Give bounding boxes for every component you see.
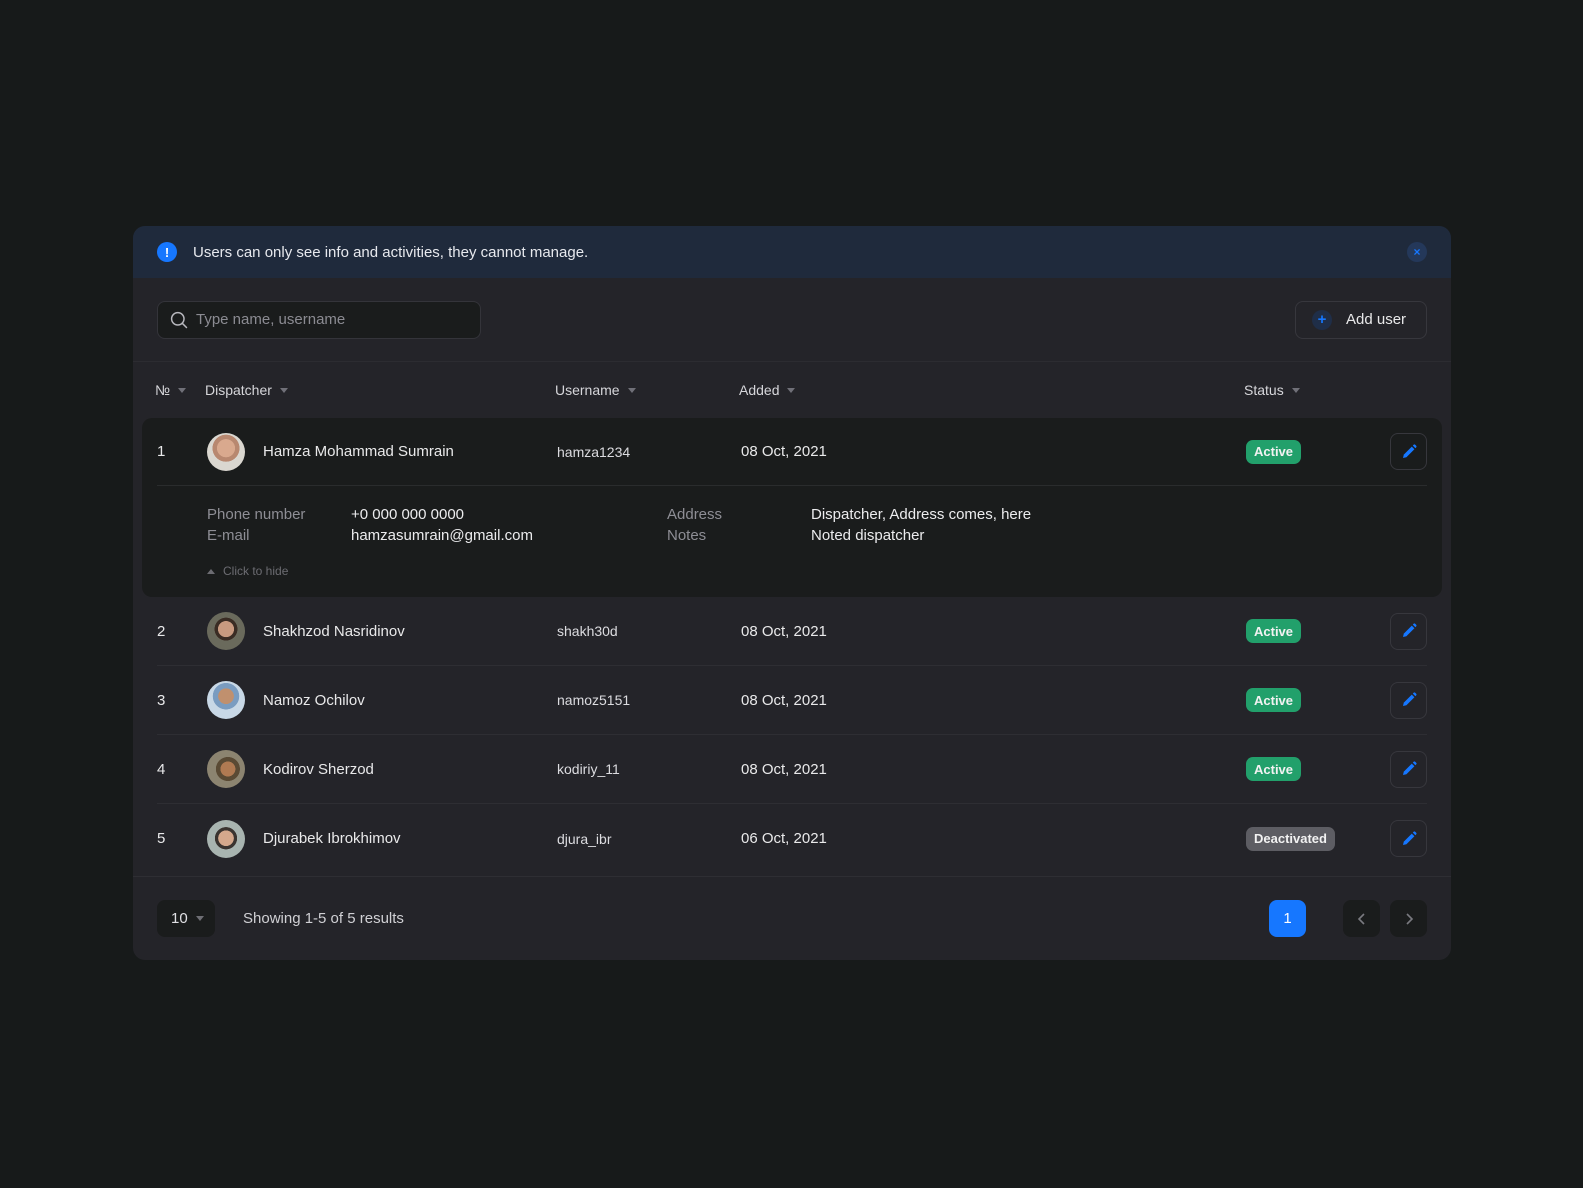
row-number: 2 bbox=[157, 622, 166, 640]
row-details: Phone number +0 000 000 0000 E-mail hamz… bbox=[157, 486, 1427, 596]
sort-caret-icon bbox=[787, 387, 796, 393]
page-button-1[interactable]: 1 bbox=[1269, 900, 1306, 937]
edit-button[interactable] bbox=[1390, 612, 1427, 650]
dispatcher-name: Shakhzod Nasridinov bbox=[263, 622, 405, 640]
edit-button[interactable] bbox=[1390, 681, 1427, 719]
chevron-right-icon bbox=[1405, 912, 1413, 925]
table-header: № Dispatcher Username Added Status bbox=[133, 362, 1451, 418]
added-date: 08 Oct, 2021 bbox=[741, 691, 827, 709]
table-row[interactable]: 2 Shakhzod Nasridinov shakh30d 08 Oct, 2… bbox=[157, 597, 1427, 666]
avatar bbox=[207, 681, 245, 719]
username: hamza1234 bbox=[557, 443, 631, 460]
sort-caret-icon bbox=[627, 387, 636, 393]
avatar bbox=[207, 819, 245, 858]
column-header-username[interactable]: Username bbox=[555, 382, 636, 398]
status-badge: Active bbox=[1246, 757, 1302, 781]
column-header-dispatcher[interactable]: Dispatcher bbox=[205, 382, 288, 398]
sort-caret-icon bbox=[1291, 387, 1300, 393]
address-label: Address bbox=[667, 506, 723, 523]
email-label: E-mail bbox=[207, 527, 250, 544]
close-icon: × bbox=[1413, 245, 1421, 259]
phone-value: +0 000 000 0000 bbox=[351, 506, 465, 523]
avatar bbox=[207, 750, 245, 788]
table-row[interactable]: 1 Hamza Mohammad Sumrain hamza1234 08 Oc… bbox=[157, 418, 1427, 486]
search-icon bbox=[170, 311, 188, 328]
avatar bbox=[207, 612, 245, 650]
status-badge: Active bbox=[1246, 439, 1302, 464]
dispatcher-name: Djurabek Ibrokhimov bbox=[263, 830, 401, 847]
sort-caret-icon bbox=[279, 387, 288, 393]
phone-label: Phone number bbox=[207, 506, 306, 523]
pencil-icon bbox=[1402, 830, 1417, 845]
address-value: Dispatcher, Address comes, here bbox=[811, 506, 1032, 523]
email-value: hamzasumrain@gmail.com bbox=[351, 527, 533, 544]
dispatcher-name: Hamza Mohammad Sumrain bbox=[263, 443, 454, 460]
added-date: 08 Oct, 2021 bbox=[741, 622, 827, 640]
notes-value: Noted dispatcher bbox=[811, 527, 925, 544]
info-banner: ! Users can only see info and activities… bbox=[133, 226, 1451, 278]
info-icon: ! bbox=[157, 242, 177, 262]
notes-label: Notes bbox=[667, 527, 707, 544]
pencil-icon bbox=[1402, 761, 1417, 775]
results-summary: Showing 1-5 of 5 results bbox=[243, 910, 404, 927]
status-badge: Deactivated bbox=[1246, 826, 1335, 851]
status-badge: Active bbox=[1246, 688, 1302, 712]
add-user-label: Add user bbox=[1346, 311, 1407, 328]
dispatcher-name: Namoz Ochilov bbox=[263, 691, 365, 709]
search-box[interactable] bbox=[157, 300, 481, 339]
search-input[interactable] bbox=[196, 311, 468, 328]
added-date: 08 Oct, 2021 bbox=[741, 443, 827, 460]
chevron-down-icon bbox=[195, 916, 204, 921]
column-header-added[interactable]: Added bbox=[739, 382, 796, 398]
username: shakh30d bbox=[557, 623, 618, 639]
users-card: ! Users can only see info and activities… bbox=[133, 226, 1451, 960]
pencil-icon bbox=[1402, 692, 1417, 706]
click-to-hide-link[interactable]: Click to hide bbox=[207, 564, 288, 578]
username: kodiriy_11 bbox=[557, 761, 620, 777]
add-user-button[interactable]: + Add user bbox=[1295, 300, 1427, 339]
prev-page-button[interactable] bbox=[1343, 900, 1380, 937]
chevron-left-icon bbox=[1357, 912, 1365, 925]
next-page-button[interactable] bbox=[1390, 900, 1427, 937]
pencil-icon bbox=[1402, 623, 1417, 637]
pagination: 1 bbox=[1269, 900, 1427, 937]
added-date: 08 Oct, 2021 bbox=[741, 760, 827, 778]
toolbar: + Add user bbox=[133, 278, 1451, 362]
plus-icon: + bbox=[1312, 309, 1332, 330]
edit-button[interactable] bbox=[1390, 820, 1427, 857]
banner-text: Users can only see info and activities, … bbox=[193, 243, 589, 261]
username: djura_ibr bbox=[557, 830, 612, 847]
row-number: 5 bbox=[157, 830, 166, 847]
edit-button[interactable] bbox=[1390, 750, 1427, 788]
table-row[interactable]: 5 Djurabek Ibrokhimov djura_ibr 06 Oct, … bbox=[157, 804, 1427, 873]
pencil-icon bbox=[1402, 443, 1417, 458]
close-banner-button[interactable]: × bbox=[1407, 242, 1427, 262]
row-number: 1 bbox=[157, 443, 166, 460]
edit-button[interactable] bbox=[1390, 433, 1427, 470]
caret-up-icon bbox=[207, 568, 215, 574]
column-header-status[interactable]: Status bbox=[1244, 382, 1300, 398]
table-footer: 10 Showing 1-5 of 5 results 1 bbox=[133, 876, 1451, 960]
column-header-no[interactable]: № bbox=[155, 382, 187, 398]
table-row[interactable]: 4 Kodirov Sherzod kodiriy_11 08 Oct, 202… bbox=[157, 735, 1427, 804]
status-badge: Active bbox=[1246, 619, 1302, 643]
avatar bbox=[207, 432, 245, 471]
added-date: 06 Oct, 2021 bbox=[741, 830, 827, 847]
row-number: 4 bbox=[157, 760, 166, 778]
sort-caret-icon bbox=[178, 387, 187, 393]
dispatcher-name: Kodirov Sherzod bbox=[263, 760, 374, 778]
row-number: 3 bbox=[157, 691, 166, 709]
username: namoz5151 bbox=[557, 692, 631, 708]
expanded-row: 1 Hamza Mohammad Sumrain hamza1234 08 Oc… bbox=[142, 418, 1442, 597]
table-row[interactable]: 3 Namoz Ochilov namoz5151 08 Oct, 2021 A… bbox=[157, 666, 1427, 735]
per-page-select[interactable]: 10 bbox=[157, 900, 215, 937]
